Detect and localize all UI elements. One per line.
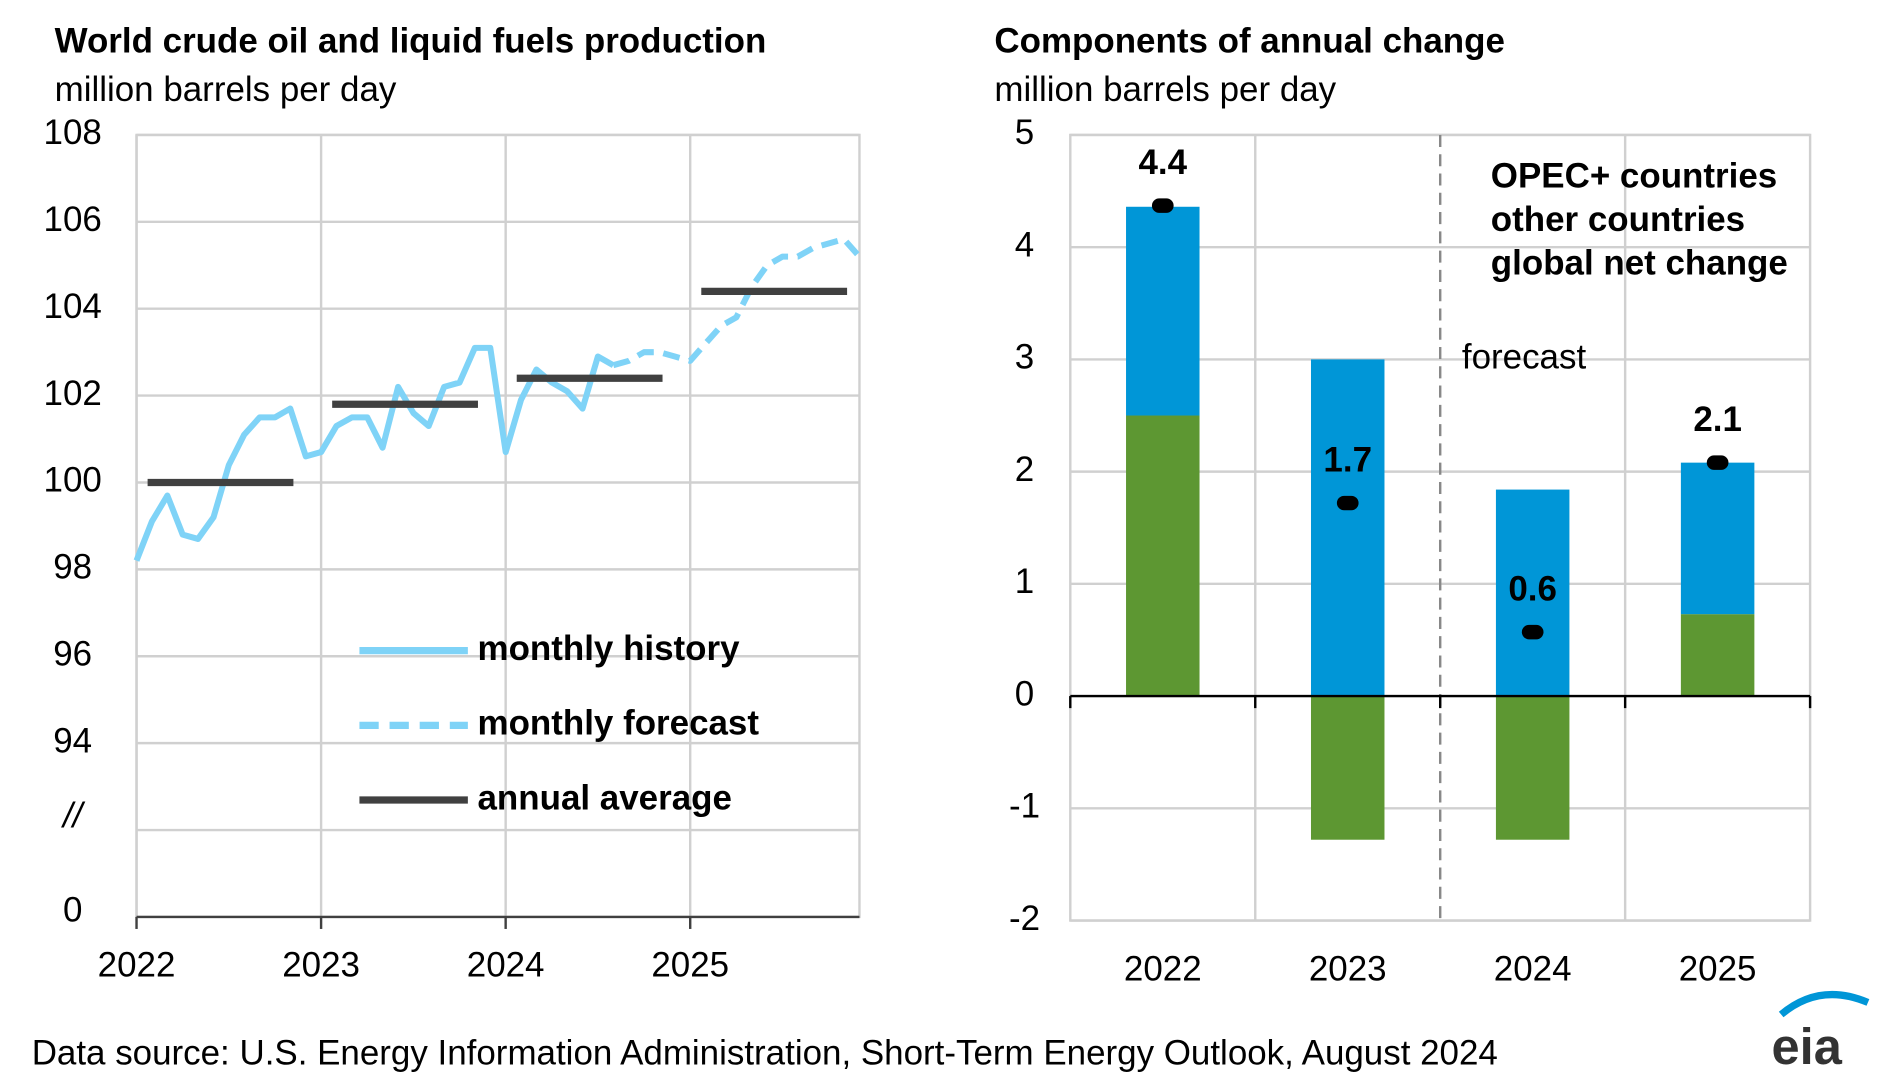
y-tick-label: 94 (53, 721, 92, 760)
y-tick-label: -2 (1009, 899, 1040, 938)
data-label: 0.6 (1508, 569, 1557, 608)
net-marker (1521, 624, 1544, 640)
y-tick-label: 102 (44, 374, 102, 413)
logo-arc (1778, 990, 1870, 1018)
y-tick-label: 108 (44, 113, 102, 152)
net-marker (1336, 495, 1359, 511)
x-tick-label: 2024 (1494, 949, 1572, 988)
axis-break: // (61, 796, 86, 835)
bar (1680, 614, 1755, 697)
chart-title: World crude oil and liquid fuels product… (55, 22, 767, 61)
bar (1310, 359, 1385, 697)
y-tick-label: 2 (1015, 450, 1034, 489)
legend-label: monthly forecast (478, 704, 760, 743)
net-marker (1151, 198, 1174, 213)
x-tick-label: 2023 (1309, 949, 1387, 988)
y-tick-label: 1 (1015, 562, 1034, 601)
x-tick-label: 2024 (467, 946, 545, 985)
y-tick-label: 98 (53, 548, 92, 587)
chart-subtitle: million barrels per day (55, 70, 397, 109)
x-tick-label: 2023 (282, 946, 360, 985)
legend-label: global net change (1491, 243, 1788, 282)
y-tick-label: 5 (1015, 113, 1034, 152)
y-tick-label: 0 (1015, 674, 1034, 713)
annotation: forecast (1462, 337, 1587, 376)
legend-label: other countries (1491, 200, 1745, 239)
x-tick-label: 2022 (98, 946, 176, 985)
bar (1126, 415, 1200, 697)
y-tick-label: -1 (1009, 787, 1040, 826)
data-label: 1.7 (1323, 440, 1372, 479)
net-marker (1706, 455, 1729, 470)
chart-subtitle: million barrels per day (994, 70, 1336, 109)
bar (1310, 696, 1385, 840)
y-tick-label: 4 (1015, 225, 1034, 264)
bar (1126, 206, 1200, 416)
bar (1680, 462, 1755, 615)
y-tick-label: 3 (1015, 338, 1034, 377)
bar (1495, 489, 1570, 697)
y-tick-label: 104 (44, 287, 102, 326)
data-label: 4.4 (1138, 143, 1187, 182)
data-label: 2.1 (1693, 400, 1742, 439)
y-tick-label: 106 (44, 200, 102, 239)
series-line (612, 236, 862, 369)
logo: eia (1772, 1018, 1843, 1075)
chart-title: Components of annual change (994, 22, 1505, 61)
footer: Data source: U.S. Energy Information Adm… (32, 1034, 1498, 1073)
y-tick-label: 96 (53, 634, 92, 673)
bar (1495, 696, 1570, 840)
x-tick-label: 2025 (651, 946, 729, 985)
legend-label: monthly history (478, 629, 741, 668)
legend-label: annual average (478, 778, 732, 817)
legend-label: OPEC+ countries (1491, 157, 1777, 196)
series-line (133, 344, 615, 562)
x-tick-label: 2025 (1679, 949, 1757, 988)
y-tick-label: 100 (44, 461, 102, 500)
x-tick-label: 2022 (1124, 949, 1202, 988)
axis-bottom-label: 0 (63, 890, 82, 929)
